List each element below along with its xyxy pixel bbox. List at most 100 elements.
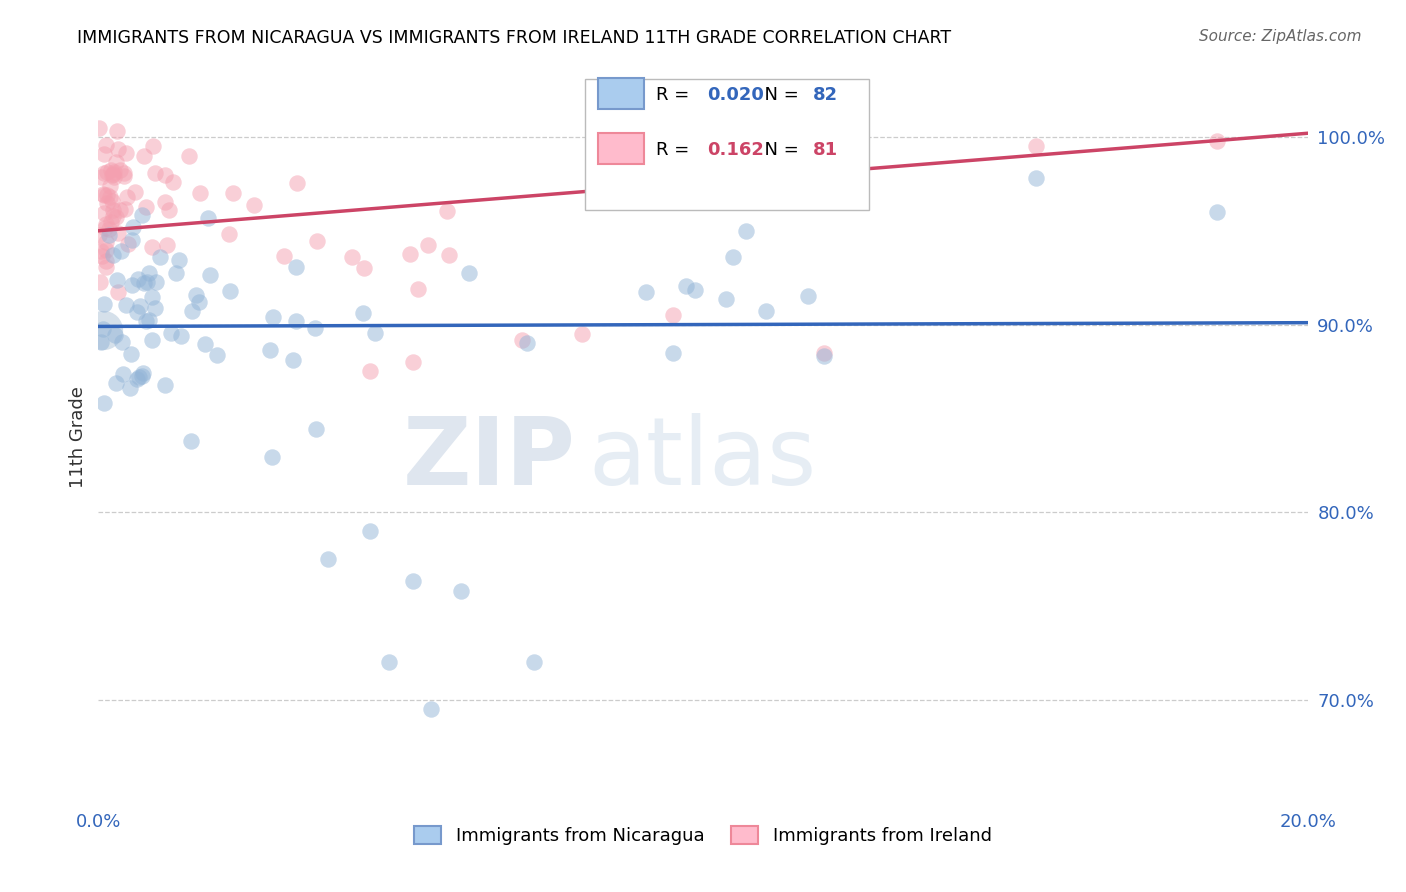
Point xyxy=(90,170,112,185)
Point xyxy=(420,702,443,716)
Point xyxy=(93,187,115,202)
Point xyxy=(112,166,135,180)
Point xyxy=(353,260,375,275)
Point xyxy=(273,249,295,263)
Point xyxy=(96,195,118,210)
Point xyxy=(437,248,460,262)
Point xyxy=(402,355,425,369)
Point xyxy=(115,190,138,204)
Point xyxy=(1024,139,1046,153)
Text: R =: R = xyxy=(655,141,695,160)
Point xyxy=(188,186,211,201)
Point xyxy=(399,247,422,261)
Point xyxy=(285,177,308,191)
Point xyxy=(104,376,127,391)
Point xyxy=(124,185,146,199)
Point xyxy=(93,395,115,409)
Point xyxy=(87,120,110,135)
Point xyxy=(107,124,129,138)
Point xyxy=(117,237,139,252)
Point xyxy=(436,203,458,218)
Point xyxy=(138,313,160,327)
Point xyxy=(112,169,135,183)
Point xyxy=(93,321,115,335)
Point xyxy=(734,224,756,238)
FancyBboxPatch shape xyxy=(598,78,644,109)
Text: R =: R = xyxy=(655,87,695,104)
Point xyxy=(197,211,219,226)
Point xyxy=(90,244,112,258)
Point xyxy=(97,227,120,242)
Point xyxy=(262,310,284,325)
Point xyxy=(219,285,242,299)
Point xyxy=(107,285,129,299)
Point xyxy=(96,254,118,268)
Point xyxy=(128,370,150,384)
Point xyxy=(132,366,155,380)
Point xyxy=(162,175,184,189)
Point xyxy=(160,326,183,341)
Point xyxy=(142,138,165,153)
Text: IMMIGRANTS FROM NICARAGUA VS IMMIGRANTS FROM IRELAND 11TH GRADE CORRELATION CHAR: IMMIGRANTS FROM NICARAGUA VS IMMIGRANTS … xyxy=(77,29,952,46)
Text: 0.020: 0.020 xyxy=(707,87,763,104)
Point xyxy=(157,203,180,218)
Text: ZIP: ZIP xyxy=(404,413,576,505)
Point xyxy=(523,655,546,669)
Point xyxy=(104,154,127,169)
Point xyxy=(408,282,430,296)
Text: N =: N = xyxy=(752,141,804,160)
Point xyxy=(131,368,153,383)
Point xyxy=(101,168,124,182)
Point xyxy=(156,237,179,252)
Point xyxy=(108,202,131,217)
Point xyxy=(194,337,217,351)
Point xyxy=(153,169,176,183)
Point xyxy=(450,583,472,598)
Point xyxy=(661,345,683,359)
Point xyxy=(110,244,132,258)
FancyBboxPatch shape xyxy=(585,78,869,211)
Point xyxy=(90,334,112,349)
Point xyxy=(132,149,155,163)
Text: 81: 81 xyxy=(813,141,838,160)
Point xyxy=(153,194,176,209)
Point xyxy=(170,329,193,343)
Point xyxy=(91,323,114,337)
Point xyxy=(101,202,124,217)
Point xyxy=(259,343,281,358)
Point xyxy=(218,227,240,242)
Point xyxy=(284,260,307,274)
Point xyxy=(143,301,166,315)
Point xyxy=(138,266,160,280)
Point xyxy=(180,304,202,318)
Point xyxy=(305,422,328,436)
Point xyxy=(100,162,122,177)
Point xyxy=(114,145,136,160)
Point xyxy=(1024,171,1046,186)
Point xyxy=(188,294,211,309)
Point xyxy=(683,283,706,297)
Point xyxy=(153,377,176,392)
Point xyxy=(141,240,163,254)
Point xyxy=(94,235,117,250)
Point xyxy=(129,300,152,314)
Point xyxy=(304,321,326,335)
Point xyxy=(103,170,125,185)
Point xyxy=(108,163,131,178)
Point xyxy=(634,285,657,299)
Point xyxy=(721,250,744,264)
Point xyxy=(134,277,156,291)
Point xyxy=(98,178,121,193)
Point xyxy=(364,326,387,341)
Point xyxy=(107,273,129,287)
Point xyxy=(135,200,157,214)
Point xyxy=(458,266,481,280)
Point xyxy=(93,147,115,161)
Point xyxy=(107,226,129,240)
Point xyxy=(177,149,200,163)
Point xyxy=(127,271,149,285)
Point xyxy=(755,304,778,318)
Point xyxy=(127,372,149,386)
Point xyxy=(418,238,440,252)
Point xyxy=(93,297,115,311)
